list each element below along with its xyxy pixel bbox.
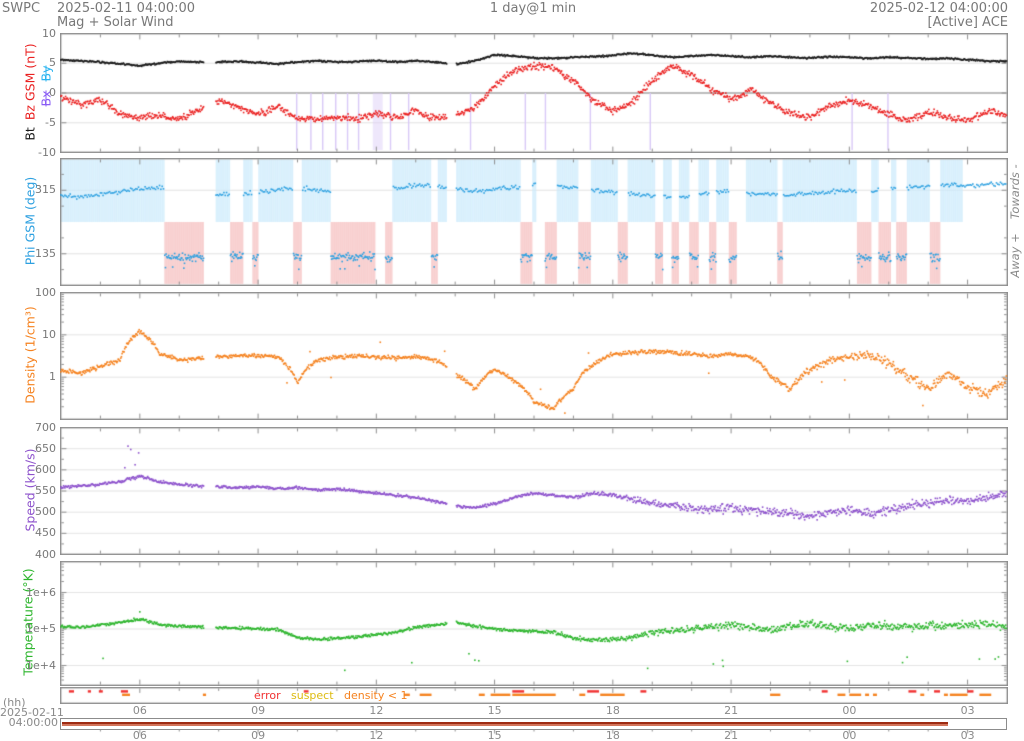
speed-ytick: 700: [35, 420, 56, 434]
hour-label: 00: [842, 729, 857, 741]
quality-flag-strip: [60, 687, 1008, 704]
hour-label: 06: [132, 704, 147, 717]
speed-ytick: 450: [35, 526, 56, 540]
suspect-legend: suspect: [291, 689, 334, 702]
page-title: Mag + Solar Wind: [57, 15, 174, 30]
speed-ytick: 400: [35, 547, 56, 561]
hour-label: 18: [605, 729, 620, 741]
temperature-ytick: 1e+4: [26, 658, 56, 672]
speed-panel-plot[interactable]: [60, 427, 1008, 555]
density-lt1-legend: density < 1: [344, 689, 408, 702]
density-ytick: 1: [49, 370, 56, 384]
sector-direction-label: Away + Towards -: [1008, 164, 1022, 277]
hour-label: 03: [960, 704, 975, 717]
temperature-ytick: 1e+5: [26, 622, 56, 635]
towards-label: Towards -: [1008, 164, 1022, 220]
hour-label: 15: [487, 729, 502, 741]
hour-label: 09: [251, 729, 266, 741]
hour-label: 12: [369, 729, 384, 741]
density-axis-label: Density (1/cm³): [22, 306, 38, 404]
source-label: SWPC: [2, 1, 41, 16]
hour-label: 15: [487, 704, 502, 717]
axis-time-label: 04:00:00: [8, 716, 58, 729]
bottom-axis-ticks: [60, 729, 1008, 735]
bz-label: Bz GSM (nT): [22, 43, 38, 121]
phi-ytick: 135: [35, 246, 56, 260]
hour-label: 12: [369, 704, 384, 717]
hour-label: 18: [605, 704, 620, 717]
hour-unit-label: (hh): [3, 696, 26, 709]
speed-ytick: 550: [35, 484, 56, 497]
mag-ytick: 0: [49, 86, 56, 99]
error-legend: error: [254, 689, 281, 702]
scrollbar-progress-line: [62, 722, 949, 726]
hour-label: 00: [842, 704, 857, 717]
start-time: 2025-02-11 04:00:00: [57, 1, 196, 16]
hour-label: 21: [724, 704, 739, 717]
speed-ytick: 650: [35, 441, 56, 455]
hour-label: 21: [724, 729, 739, 741]
temperature-panel-plot[interactable]: [60, 561, 1008, 686]
phi-ytick: 315: [35, 183, 56, 197]
status-badge: [Active] ACE: [927, 15, 1008, 30]
resolution-label: 1 day@1 min: [489, 1, 577, 16]
time-range-scrollbar[interactable]: [60, 718, 1007, 730]
bt-label: Bt: [22, 127, 38, 141]
mag-ytick: -5: [45, 115, 56, 129]
speed-ytick: 600: [35, 462, 56, 476]
density-panel-plot[interactable]: [60, 292, 1008, 420]
hour-label: 09: [251, 704, 266, 717]
mag-panel-plot[interactable]: [60, 33, 1008, 153]
speed-ytick: 500: [35, 505, 56, 519]
axis-date-label: 2025-02-11: [0, 706, 64, 719]
hour-label: 06: [132, 729, 147, 741]
hour-label: 03: [960, 729, 975, 741]
mag-ytick: 10: [42, 26, 56, 40]
mag-ytick: -10: [38, 145, 56, 159]
density-ytick: 10: [42, 327, 56, 341]
temperature-ytick: 1e+6: [26, 585, 56, 599]
end-time: 2025-02-12 04:00:00: [869, 1, 1008, 16]
away-label: Away +: [1008, 233, 1022, 278]
mag-ytick: 5: [49, 56, 56, 70]
phi-gsm-panel-plot[interactable]: [60, 158, 1008, 286]
density-ytick: 100: [35, 285, 56, 299]
